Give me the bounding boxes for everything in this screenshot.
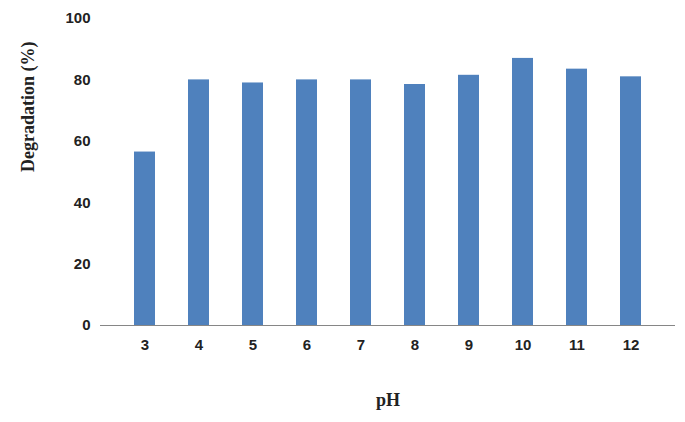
svg-text:60: 60 [74,132,91,149]
svg-text:7: 7 [357,336,365,353]
svg-text:9: 9 [465,336,473,353]
svg-text:0: 0 [82,316,90,333]
svg-text:6: 6 [303,336,311,353]
svg-text:10: 10 [515,336,532,353]
svg-text:100: 100 [65,9,90,26]
svg-text:pH: pH [376,390,400,410]
svg-text:11: 11 [569,336,585,353]
svg-text:80: 80 [74,71,91,88]
svg-text:40: 40 [74,194,91,211]
svg-text:3: 3 [141,336,149,353]
svg-text:5: 5 [249,336,257,353]
svg-text:Degradation (%): Degradation (%) [18,42,39,172]
svg-text:20: 20 [74,255,91,272]
svg-text:8: 8 [411,336,419,353]
svg-text:4: 4 [195,336,204,353]
svg-text:12: 12 [623,336,640,353]
